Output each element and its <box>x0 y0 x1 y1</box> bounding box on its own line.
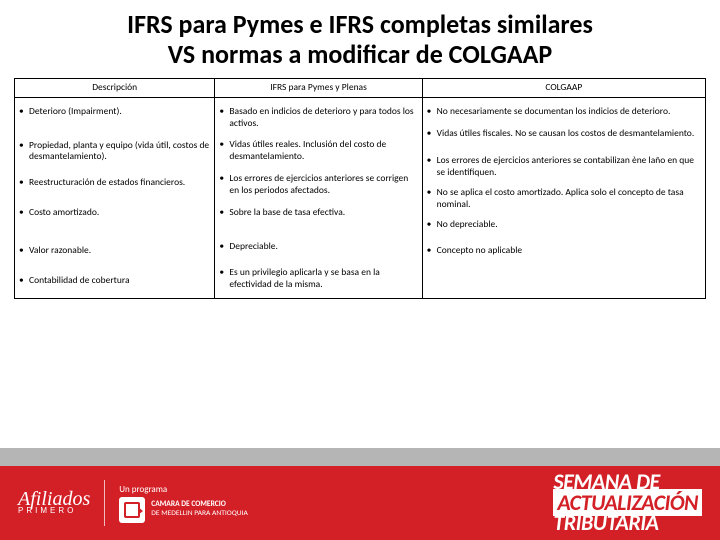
header-colgaap: COLGAAP <box>422 78 705 97</box>
list-item: Depreciable. <box>219 241 417 253</box>
vertical-divider <box>104 480 105 526</box>
cell-ifrs: Basado en indicios de deterioro y para t… <box>215 97 422 299</box>
camara-line2: DE MEDELLIN PARA ANTIOQUIA <box>151 510 248 518</box>
list-item: Propiedad, planta y equipo (vida útil, c… <box>19 140 210 164</box>
cell-descripcion: Deterioro (Impairment). Propiedad, plant… <box>15 97 215 299</box>
camara-block: Un programa CAMARA DE COMERCIO DE MEDELL… <box>119 484 248 523</box>
footer-left: Afiliados PRIMERO Un programa CAMARA DE … <box>18 480 248 526</box>
slide-title: IFRS para Pymes e IFRS completas similar… <box>0 0 720 78</box>
list-item: Los errores de ejercicios anteriores se … <box>219 173 417 197</box>
list-item: Basado en indicios de deterioro y para t… <box>219 106 417 130</box>
programa-label: Un programa <box>119 484 248 495</box>
comparison-table-wrap: Descripción IFRS para Pymes y Plenas COL… <box>0 78 720 300</box>
camara-logo: CAMARA DE COMERCIO DE MEDELLIN PARA ANTI… <box>119 497 248 523</box>
list-item: Es un privilegio aplicarla y se basa en … <box>219 267 417 291</box>
list-item: Reestructuración de estados financieros. <box>19 177 210 189</box>
list-item: Concepto no aplicable <box>427 245 701 257</box>
title-line-2: VS normas a modificar de COLGAAP <box>168 38 553 70</box>
header-ifrs: IFRS para Pymes y Plenas <box>215 78 422 97</box>
afiliados-block: Afiliados PRIMERO <box>18 491 90 515</box>
footer-divider-bar <box>0 448 720 466</box>
list-item: No necesariamente se documentan los indi… <box>427 106 701 118</box>
list-item: Valor razonable. <box>19 245 210 257</box>
footer: Afiliados PRIMERO Un programa CAMARA DE … <box>0 448 720 540</box>
table-body-row: Deterioro (Impairment). Propiedad, plant… <box>15 97 706 299</box>
title-line-1: IFRS para Pymes e IFRS completas similar… <box>127 8 593 40</box>
header-descripcion: Descripción <box>15 78 215 97</box>
list-item: Los errores de ejercicios anteriores se … <box>427 155 701 179</box>
list-item: Sobre la base de tasa efectiva. <box>219 207 417 219</box>
list-item: Deterioro (Impairment). <box>19 106 210 118</box>
event-line3: TRIBUTARIA <box>553 513 702 534</box>
slide: IFRS para Pymes e IFRS completas similar… <box>0 0 720 540</box>
list-item: Vidas útiles fiscales. No se causan los … <box>427 128 701 140</box>
list-item: Vidas útiles reales. Inclusión del costo… <box>219 139 417 163</box>
list-item: No se aplica el costo amortizado. Aplica… <box>427 187 701 211</box>
list-item: Costo amortizado. <box>19 207 210 219</box>
cell-colgaap: No necesariamente se documentan los indi… <box>422 97 705 299</box>
footer-main: Afiliados PRIMERO Un programa CAMARA DE … <box>0 466 720 540</box>
afiliados-logo-text: Afiliados PRIMERO <box>18 491 90 515</box>
camara-text: CAMARA DE COMERCIO DE MEDELLIN PARA ANTI… <box>151 501 248 518</box>
camara-icon <box>119 497 145 523</box>
table-header-row: Descripción IFRS para Pymes y Plenas COL… <box>15 78 706 97</box>
list-item: Contabilidad de cobertura <box>19 275 210 287</box>
list-item: No depreciable. <box>427 219 701 231</box>
footer-right: SEMANA DE ACTUALIZACIÓN TRIBUTARIA <box>553 472 702 535</box>
comparison-table: Descripción IFRS para Pymes y Plenas COL… <box>14 78 706 300</box>
